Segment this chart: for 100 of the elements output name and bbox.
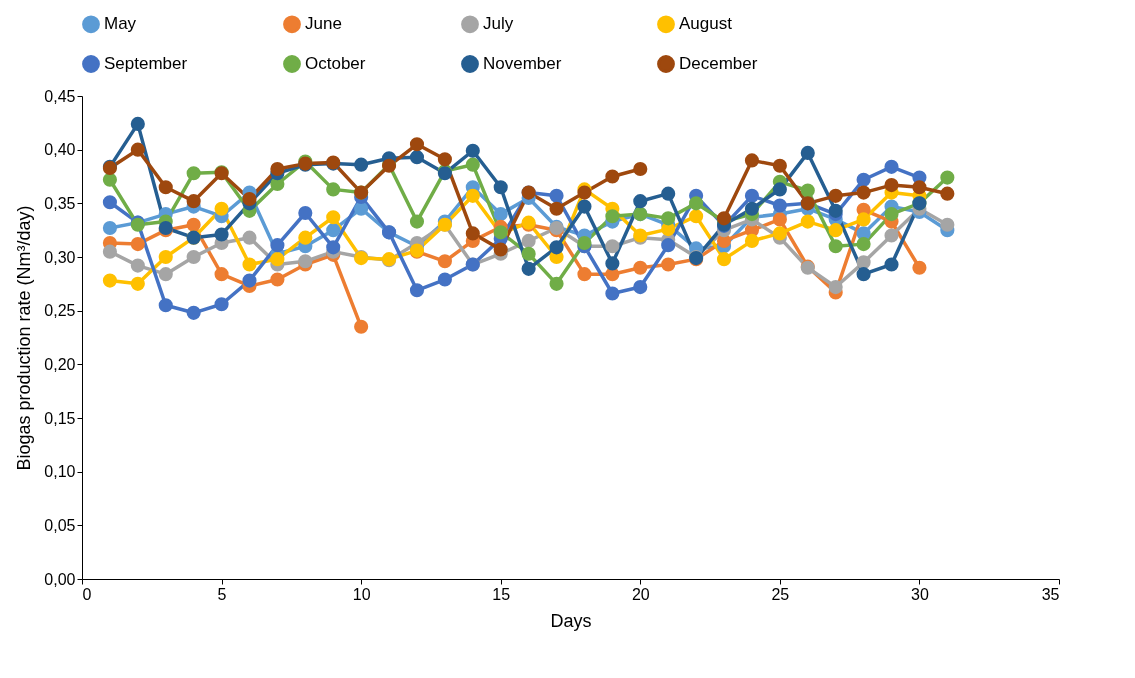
- point: [270, 238, 285, 253]
- x-tick-label: 10: [352, 585, 371, 603]
- point: [689, 209, 704, 224]
- point: [214, 227, 229, 242]
- point: [605, 286, 620, 301]
- point: [214, 201, 229, 216]
- y-tick-label: 0,30: [44, 248, 76, 266]
- point: [856, 267, 871, 282]
- point: [800, 214, 815, 229]
- point: [465, 188, 480, 203]
- point: [130, 142, 145, 157]
- legend-label: June: [305, 14, 342, 34]
- point: [437, 254, 452, 269]
- point: [772, 212, 787, 227]
- point: [354, 319, 369, 334]
- x-tick-label: 0: [82, 585, 92, 603]
- point: [577, 267, 592, 282]
- point: [884, 159, 899, 174]
- point: [661, 186, 676, 201]
- point: [884, 257, 899, 272]
- point: [772, 198, 787, 213]
- x-axis-title: Days: [550, 610, 592, 631]
- point: [437, 272, 452, 287]
- point: [940, 186, 955, 201]
- point: [102, 195, 117, 210]
- point: [744, 233, 760, 248]
- point: [326, 182, 341, 197]
- point: [130, 116, 145, 131]
- point: [186, 249, 201, 265]
- point: [242, 230, 257, 245]
- legend-label: September: [104, 54, 188, 73]
- point: [772, 182, 787, 197]
- point: [298, 205, 313, 221]
- point: [828, 280, 843, 295]
- point: [633, 194, 648, 209]
- x-tick-label: 25: [771, 585, 790, 603]
- y-tick-label: 0,10: [44, 463, 76, 481]
- point: [912, 180, 927, 195]
- point: [493, 242, 508, 257]
- point: [577, 199, 592, 214]
- point: [549, 276, 564, 291]
- point: [186, 194, 201, 209]
- point: [409, 150, 425, 165]
- point: [884, 207, 899, 222]
- point: [521, 246, 536, 261]
- legend-label: August: [679, 14, 733, 34]
- point: [465, 226, 480, 241]
- legend-label: October: [305, 54, 366, 73]
- point: [633, 280, 648, 295]
- point: [856, 212, 871, 227]
- point: [856, 237, 871, 252]
- y-tick-label: 0,45: [44, 87, 76, 105]
- point: [102, 273, 117, 288]
- y-tick-label: 0,20: [44, 355, 76, 373]
- point: [186, 305, 201, 320]
- point: [633, 260, 648, 275]
- x-tick-label: 20: [631, 585, 650, 603]
- point: [940, 170, 955, 185]
- point: [130, 237, 145, 252]
- point: [465, 143, 480, 158]
- point: [102, 172, 117, 187]
- point: [605, 239, 620, 254]
- point: [270, 252, 285, 267]
- point: [828, 239, 843, 254]
- y-tick-label: 0,05: [44, 516, 76, 534]
- point: [521, 233, 536, 248]
- x-tick-label: 5: [217, 585, 227, 603]
- point: [800, 183, 815, 198]
- legend-label: December: [679, 54, 758, 73]
- point: [214, 267, 229, 282]
- point: [744, 188, 760, 203]
- point: [409, 137, 425, 152]
- point: [102, 220, 117, 236]
- point: [186, 217, 201, 232]
- x-tick-label: 30: [911, 585, 929, 603]
- point: [493, 180, 508, 195]
- point: [800, 145, 815, 160]
- point: [409, 283, 425, 298]
- point: [549, 201, 564, 216]
- y-tick-label: 0,35: [44, 194, 76, 212]
- point: [242, 257, 257, 272]
- point: [744, 201, 760, 216]
- y-tick-label: 0,15: [44, 409, 76, 427]
- point: [912, 260, 927, 275]
- point: [242, 273, 257, 288]
- point: [828, 203, 843, 218]
- point: [661, 238, 676, 253]
- point: [549, 240, 564, 255]
- point: [940, 217, 955, 232]
- point: [270, 161, 285, 177]
- point: [716, 252, 732, 267]
- point: [856, 172, 871, 187]
- point: [856, 185, 871, 200]
- x-tick-label: 35: [1041, 585, 1060, 603]
- point: [326, 240, 341, 255]
- point: [633, 161, 648, 177]
- point: [493, 207, 508, 222]
- point: [354, 201, 369, 216]
- point: [828, 223, 843, 238]
- point: [772, 158, 787, 173]
